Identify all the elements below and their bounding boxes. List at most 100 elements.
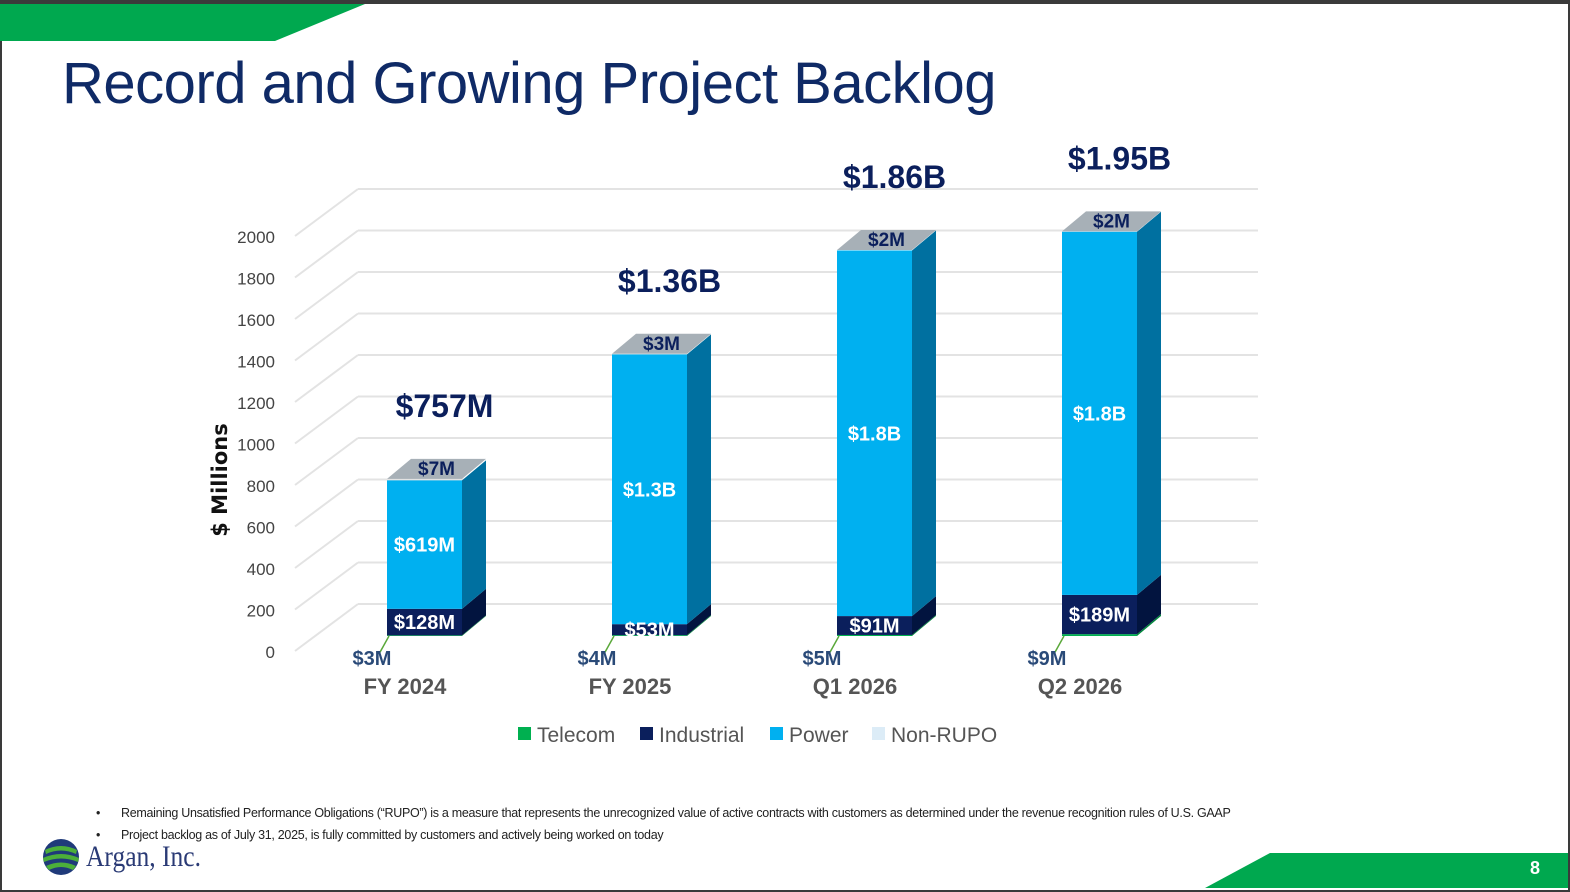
leader-line [828,635,840,655]
bar-segment-telecom [387,635,462,636]
bar-side-power [1137,211,1161,595]
y-tick-label: 1000 [237,436,275,455]
x-tick-label: FY 2025 [589,674,672,699]
leader-line [378,635,390,655]
data-label-power: $619M [394,535,455,557]
bar-side-industrial [687,604,711,636]
gridline-diagonal [294,354,359,403]
footnote: • Project backlog as of July 31, 2025, is… [96,828,1231,850]
data-label-telecom: $4M [578,648,617,670]
bar-segment-industrial [1062,594,1137,635]
total-label: $1.86B [843,159,946,195]
bar-segment-power [1062,231,1137,595]
slide-title: Record and Growing Project Backlog [62,51,997,116]
data-label-power: $1.8B [1073,403,1126,425]
bar-side-industrial [912,596,936,635]
legend-label-telecom: Telecom [537,724,615,747]
total-label: $1.95B [1068,140,1171,176]
gridline-diagonal [294,312,359,362]
data-label-non-rupo: $2M [1093,211,1130,232]
x-tick-label: FY 2024 [364,674,448,699]
bar-top-non-rupo [612,333,711,354]
leader-line [603,635,615,655]
legend-label-non-rupo: Non-RUPO [891,724,997,747]
gridline-diagonal [294,229,359,279]
y-tick-label: 200 [247,602,275,621]
legend-swatch-power [770,727,783,740]
bar-segment-power [837,250,912,617]
gridline-diagonal [294,478,359,528]
data-label-industrial: $91M [849,616,899,638]
data-label-non-rupo: $2M [868,230,905,251]
footnote-text: Project backlog as of July 31, 2025, is … [121,828,664,842]
data-label-telecom: $3M [353,648,392,670]
y-tick-label: 0 [266,643,275,662]
bar-side-power [687,334,711,625]
legend-swatch-telecom [518,727,531,740]
bar-top-non-rupo [837,230,936,251]
data-label-telecom: $5M [803,648,842,670]
y-tick-label: 800 [247,477,275,496]
page-number: 8 [1529,858,1540,878]
top-green-band [0,4,365,41]
gridline-diagonal [294,395,359,445]
x-tick-label: Q2 2026 [1038,674,1122,699]
bar-top-non-rupo [387,458,486,479]
y-tick-label: 1800 [237,270,275,289]
bar-side-telecom [462,615,486,636]
gridline-diagonal [294,437,359,486]
bar-side-telecom [1137,614,1161,636]
legend-swatch-non-rupo [872,727,885,740]
bar-segment-telecom [612,635,687,636]
bar-side-power [462,460,486,609]
total-label: $757M [396,388,494,424]
legend-label-industrial: Industrial [659,724,744,747]
bar-side-industrial [462,588,486,636]
gridline-diagonal [294,561,359,611]
bottom-green-band [1205,853,1568,888]
x-tick-label: Q1 2026 [813,674,897,699]
bar-side-telecom [687,615,711,636]
gridline-diagonal [294,520,359,569]
bar-side-telecom [912,614,936,636]
bar-segment-industrial [612,624,687,636]
bar-side-power [912,230,936,617]
total-label: $1.36B [618,263,721,299]
logo-text: Argan, Inc. [86,840,201,873]
legend-swatch-industrial [640,727,653,740]
data-label-industrial: $53M [624,620,674,642]
data-label-industrial: $128M [394,612,455,634]
leader-line [1053,635,1065,655]
bar-segment-power [387,480,462,609]
gridline-diagonal [294,603,359,652]
data-label-power: $1.8B [848,423,901,445]
data-label-non-rupo: $7M [418,459,455,480]
y-axis-label: $ Millions [208,423,232,537]
bar-segment-power [612,354,687,625]
y-tick-label: 400 [247,560,275,579]
y-tick-label: 1400 [237,353,275,372]
legend-label-power: Power [789,724,849,747]
bar-segment-telecom [1062,634,1137,636]
y-tick-label: 600 [247,519,275,538]
bar-segment-telecom [837,634,912,636]
footnote-text: Remaining Unsatisfied Performance Obliga… [121,806,1231,820]
gridline-diagonal [294,271,359,320]
company-logo: Argan, Inc. [42,838,221,876]
y-tick-label: 1200 [237,394,275,413]
bar-side-industrial [1137,574,1161,635]
data-label-power: $1.3B [623,479,676,501]
data-label-non-rupo: $3M [643,334,680,355]
footnote: • Remaining Unsatisfied Performance Oblig… [96,806,1231,828]
bar-segment-industrial [837,616,912,635]
bar-top-non-rupo [1062,211,1161,232]
data-label-industrial: $189M [1069,605,1130,627]
gridline-diagonal [294,188,359,237]
data-label-telecom: $9M [1028,648,1067,670]
y-tick-label: 2000 [237,228,275,247]
bar-segment-industrial [387,608,462,636]
footnotes: • Remaining Unsatisfied Performance Oblig… [96,806,1231,850]
globe-icon [43,839,79,875]
